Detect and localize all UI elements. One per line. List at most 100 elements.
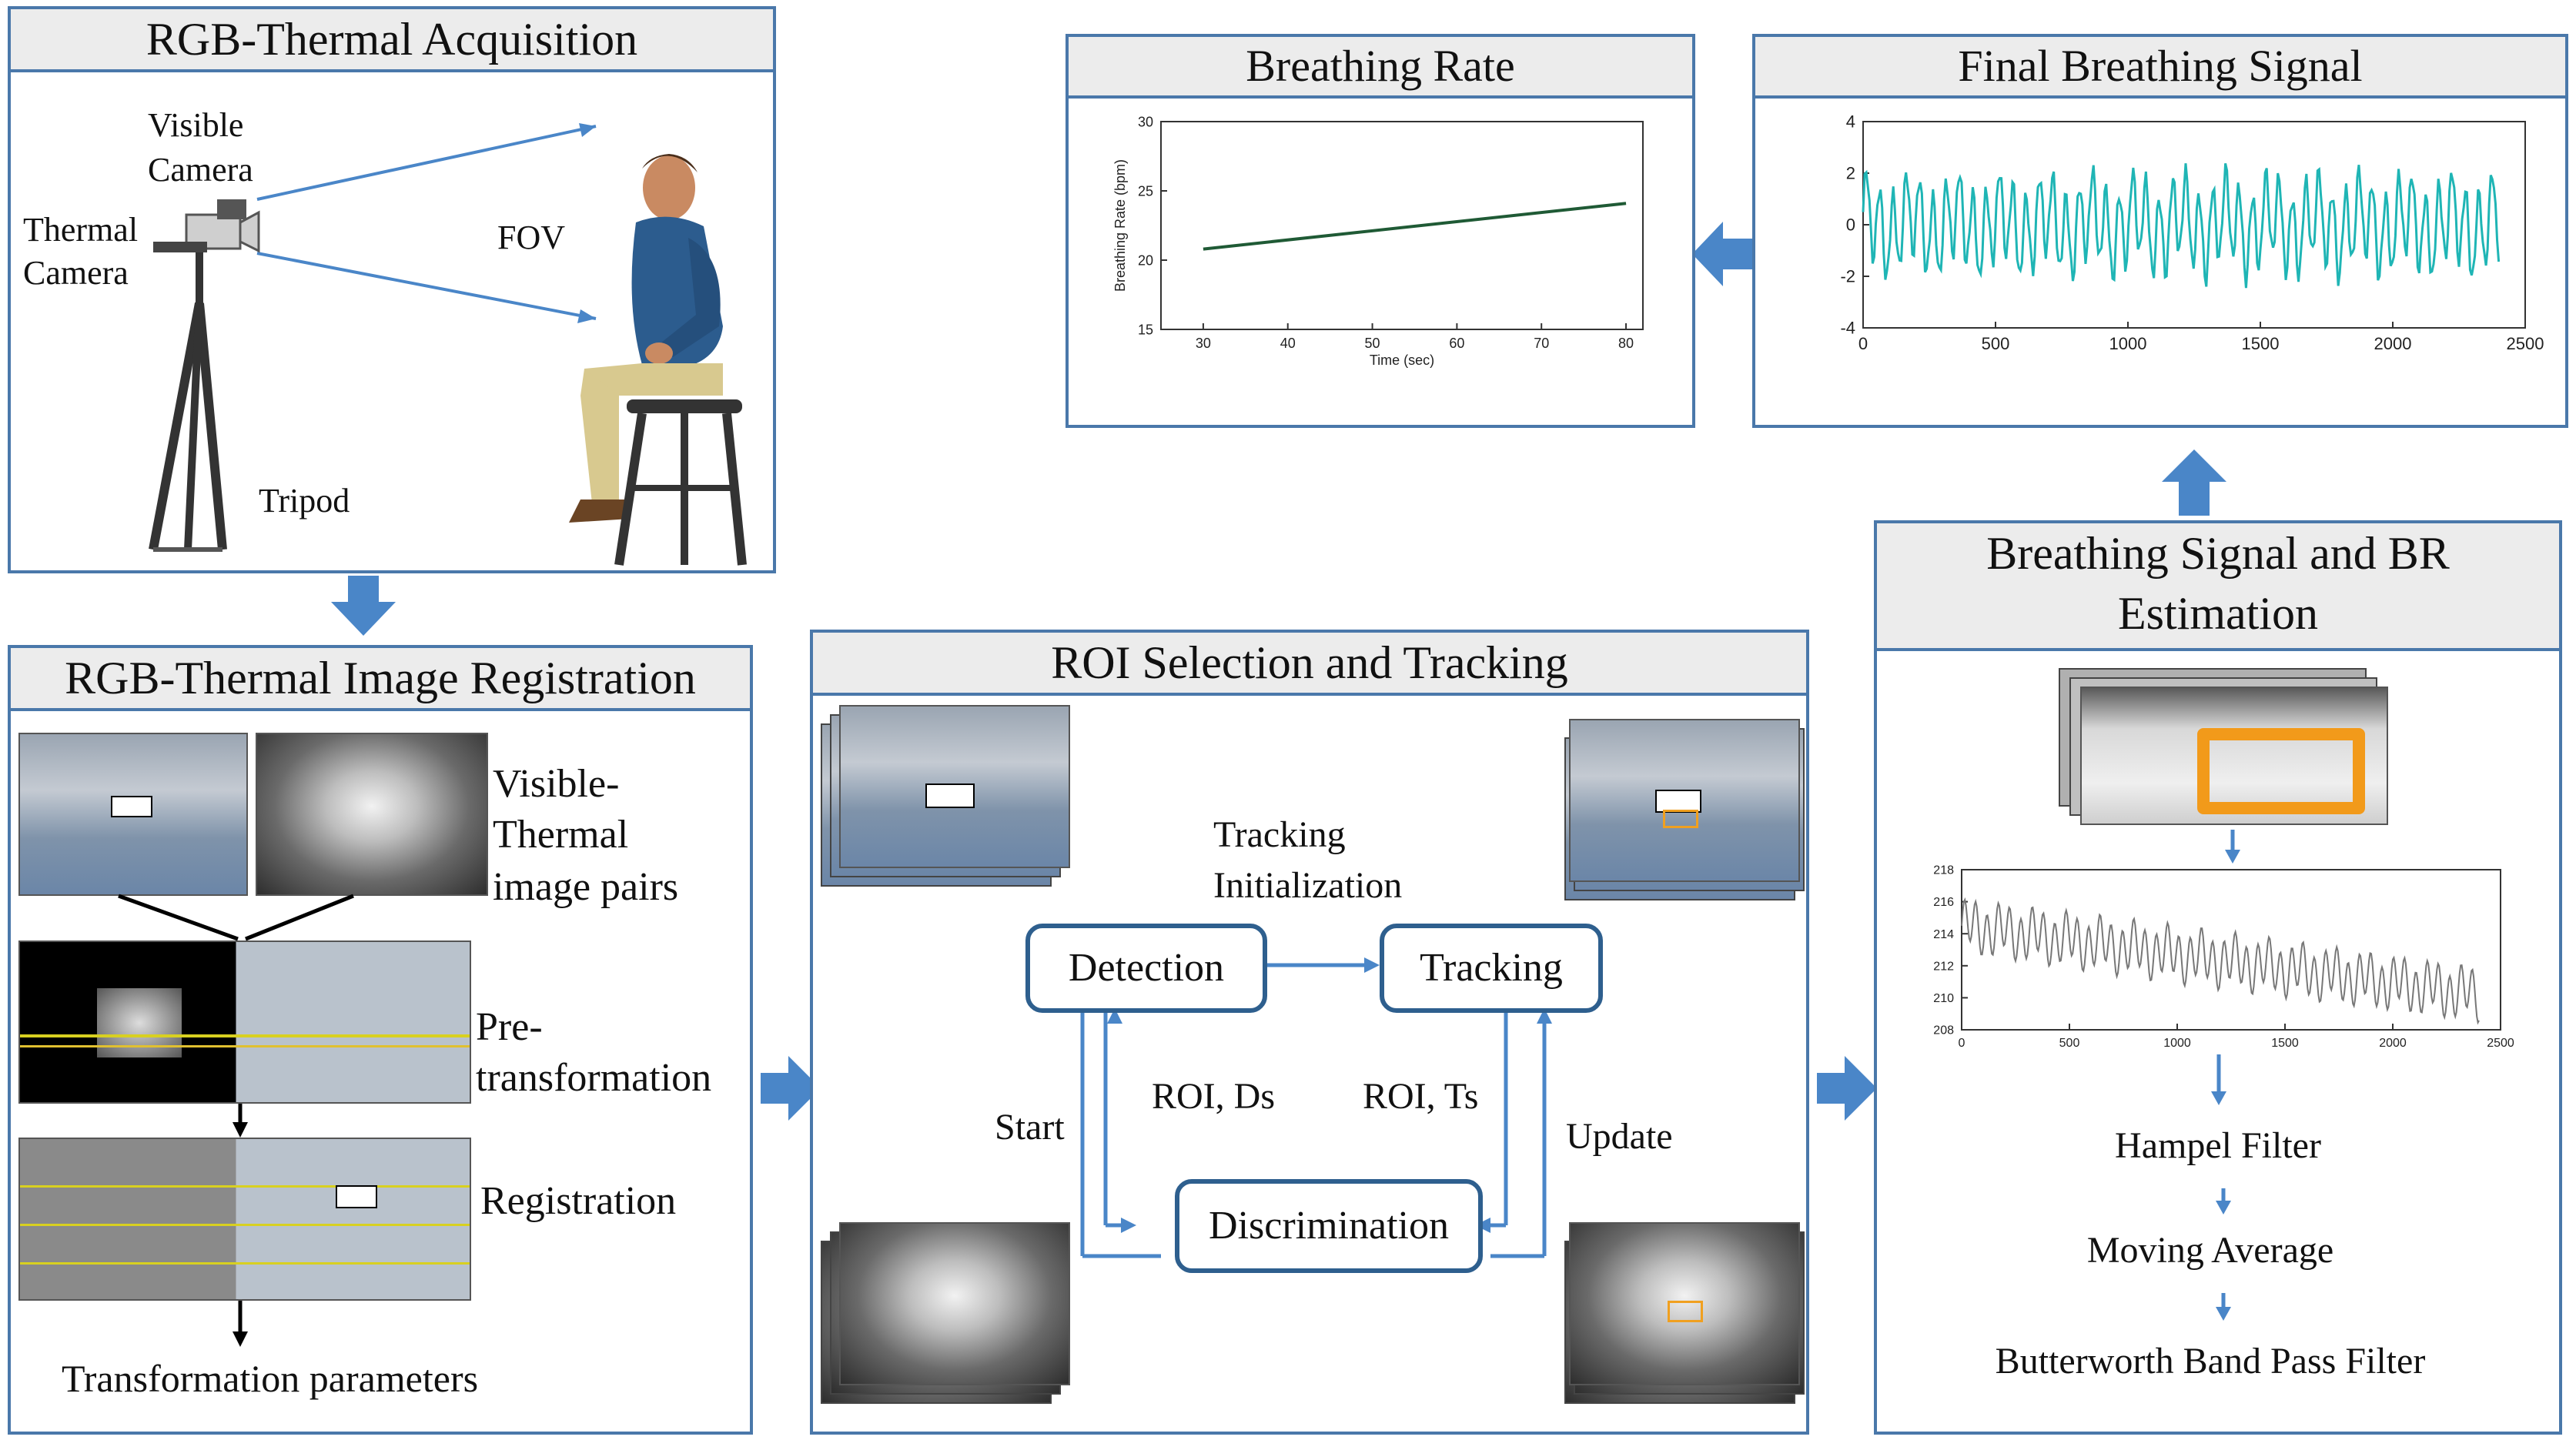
pairs-label-1: Visible-: [493, 762, 620, 806]
transformation-label: Transformation parameters: [62, 1357, 479, 1400]
update-label: Update: [1566, 1116, 1673, 1157]
raw-signal-line: [1961, 897, 2480, 1025]
breathing-rate-line: [1203, 202, 1627, 251]
detection-label: Detection: [1068, 946, 1225, 990]
fov-label: FOV: [497, 219, 566, 256]
roi-ts-label: ROI, Ts: [1363, 1076, 1479, 1117]
tracking-init-label-1: Tracking: [1213, 814, 1346, 855]
thermal-image: [256, 733, 488, 896]
final-signal-line: [1862, 163, 2501, 289]
registration-panel: RGB-Thermal Image Registration Visible- …: [8, 645, 753, 1435]
detection-box: Detection: [1025, 924, 1267, 1013]
y-tick-label: 30: [1138, 114, 1153, 129]
final-signal-panel: Final Breathing Signal 0 500 1000 1500 2000 2…: [1752, 34, 2568, 428]
tracking-label: Tracking: [1420, 946, 1563, 990]
x-tick-label: 1500: [2271, 1037, 2299, 1050]
plot-frame: [1160, 121, 1644, 330]
rgb-frames-tracked: [1569, 719, 1800, 882]
x-tick-label: 2000: [2374, 334, 2412, 353]
y-tick-label: 4: [1846, 112, 1855, 132]
x-tick-label: 1000: [2163, 1037, 2191, 1050]
x-tick-label: 2500: [2507, 334, 2544, 353]
y-tick-label: 25: [1138, 183, 1153, 199]
plot-frame: [1862, 121, 2526, 329]
breathing-rate-chart: 30 40 50 60 70 80 15 20 25 30 Time (sec) Breathing …: [1112, 114, 1644, 368]
y-tick-label: 2: [1846, 164, 1855, 183]
y-tick-label: -2: [1840, 267, 1855, 286]
discrimination-label: Discrimination: [1209, 1204, 1449, 1248]
x-tick-label: 500: [1982, 334, 2010, 353]
start-label: Start: [995, 1107, 1065, 1148]
tripod-label: Tripod: [259, 482, 350, 520]
acquisition-title: RGB-Thermal Acquisition: [11, 9, 773, 72]
acquisition-panel: RGB-Thermal Acquisition: [8, 6, 776, 573]
y-tick-label: 20: [1138, 252, 1153, 268]
up-arrow-icon: [2162, 449, 2226, 516]
x-tick-label: 500: [2059, 1037, 2080, 1050]
x-tick-label: 50: [1365, 336, 1380, 351]
roi-title: ROI Selection and Tracking: [813, 633, 1806, 696]
butterworth-label: Butterworth Band Pass Filter: [1995, 1341, 2426, 1382]
thermal-frames-tracked: [1569, 1222, 1800, 1385]
tracking-init-label-2: Initialization: [1213, 865, 1403, 906]
breathing-rate-title: Breathing Rate: [1069, 37, 1692, 99]
thermal-frames-input: [839, 1222, 1070, 1385]
x-tick-label: 0: [1959, 1037, 1965, 1050]
estimation-panel: Breathing Signal and BR Estimation 0 500 1…: [1874, 520, 2562, 1435]
x-tick-label: 0: [1858, 334, 1868, 353]
y-tick-label: 210: [1933, 992, 1954, 1005]
moving-average-label: Moving Average: [2086, 1230, 2334, 1271]
final-signal-chart: 0 500 1000 1500 2000 2500 -4 -2 0 2 4: [1840, 112, 2544, 353]
visible-camera-label-1: Visible: [148, 106, 244, 144]
pre-label-2: transformation: [476, 1056, 712, 1100]
hampel-label: Hampel Filter: [2115, 1125, 2321, 1166]
x-tick-label: 1000: [2109, 334, 2147, 353]
registration-title: RGB-Thermal Image Registration: [11, 648, 750, 711]
estimation-title-2: Estimation: [2118, 588, 2318, 639]
y-tick-label: 218: [1933, 864, 1954, 877]
x-tick-label: 80: [1618, 336, 1634, 351]
pairs-label-3: image pairs: [493, 865, 679, 909]
x-axis-label: Time (sec): [1370, 352, 1434, 368]
right-arrow-icon: [761, 1056, 821, 1121]
thermal-camera-label-1: Thermal: [23, 211, 139, 249]
registration-image: [18, 1138, 471, 1301]
visible-camera-label-2: Camera: [148, 151, 253, 189]
raw-signal-chart: 0 500 1000 1500 2000 2500 208 210 212 214 216 218: [1933, 864, 2514, 1050]
y-axis-label: Breathing Rate (bpm): [1112, 159, 1128, 292]
roi-panel: ROI Selection and Tracking Tracking Init…: [810, 630, 1809, 1435]
visible-image: [18, 733, 248, 896]
roi-ds-label: ROI, Ds: [1152, 1076, 1276, 1117]
registration-label: Registration: [480, 1179, 677, 1223]
tracking-box: Tracking: [1380, 924, 1603, 1013]
estimation-arrows: [2211, 830, 2240, 1321]
estimation-title: Breathing Signal and BR Estimation: [1877, 523, 2559, 651]
y-tick-label: 0: [1846, 215, 1855, 235]
pairs-label-2: Thermal: [493, 813, 629, 857]
breathing-rate-panel: Breathing Rate 30 40 50 60 70 80 15 20 25 30 Time …: [1066, 34, 1695, 428]
rgb-frames-input: [839, 705, 1070, 868]
roi-flow-arrows: [1080, 957, 1552, 1258]
pre-label-1: Pre-: [476, 1005, 543, 1049]
final-signal-title: Final Breathing Signal: [1755, 37, 2565, 99]
pre-transformation-image: [18, 941, 471, 1104]
y-tick-label: 214: [1933, 928, 1954, 941]
x-tick-label: 1500: [2242, 334, 2280, 353]
down-arrow-icon: [331, 576, 396, 636]
y-tick-label: -4: [1840, 319, 1855, 338]
acquisition-illustration: [149, 123, 747, 566]
left-arrow-icon: [1692, 222, 1752, 286]
estimation-title-1: Breathing Signal and BR: [1986, 528, 2450, 579]
x-tick-label: 2500: [2487, 1037, 2514, 1050]
registration-arrows: [118, 894, 354, 1347]
x-tick-label: 2000: [2379, 1037, 2407, 1050]
thermal-camera-label-2: Camera: [23, 254, 129, 292]
roi-crop-image: [2080, 687, 2388, 825]
x-tick-label: 30: [1196, 336, 1211, 351]
y-tick-label: 216: [1933, 896, 1954, 909]
x-tick-label: 60: [1449, 336, 1464, 351]
x-tick-label: 70: [1534, 336, 1549, 351]
y-tick-label: 212: [1933, 960, 1954, 973]
discrimination-box: Discrimination: [1175, 1179, 1483, 1273]
right-arrow-icon-2: [1817, 1056, 1877, 1121]
